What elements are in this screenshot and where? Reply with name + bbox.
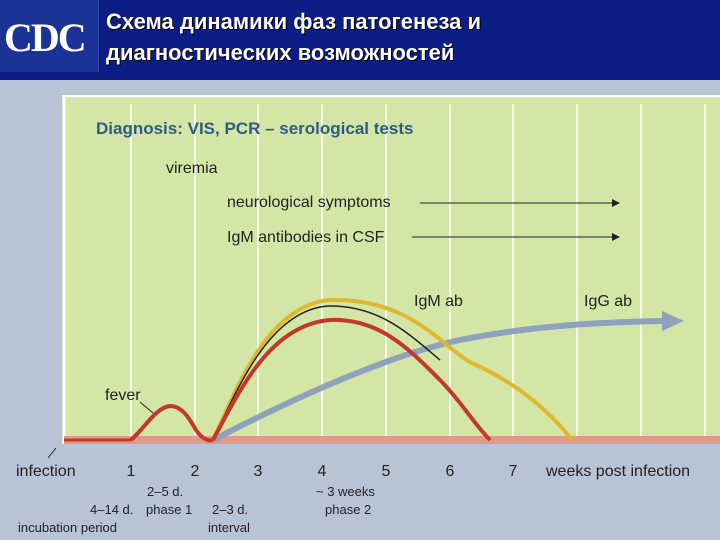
pathogenesis-diagram: Diagnosis: VIS, PCR – serological tests …: [16, 95, 720, 535]
interval-label: interval: [208, 520, 250, 535]
csf-label: IgM antibodies in CSF: [227, 229, 385, 246]
slide-header: CDC Схема динамики фаз патогенеза и диаг…: [0, 0, 720, 80]
phase1-label: phase 1: [146, 502, 192, 517]
incubation-range: 4–14 d.: [90, 502, 133, 517]
diagram-heading: Diagnosis: VIS, PCR – serological tests: [96, 119, 413, 138]
tick-label: 3: [254, 463, 263, 480]
logo-text: CDC: [4, 15, 87, 60]
tick-label: 2: [191, 463, 200, 480]
igm-inner-curve: [212, 305, 441, 441]
tick-label: 7: [509, 463, 518, 480]
tick-label: 1: [127, 463, 136, 480]
grid-lines: [130, 104, 706, 444]
phase2-range: ~ 3 weeks: [316, 484, 375, 499]
slide-title: Схема динамики фаз патогенеза и диагност…: [106, 6, 706, 68]
title-line-2: диагностических возможностей: [106, 40, 455, 65]
csf-arrowhead: [612, 233, 620, 241]
tick-label: 6: [446, 463, 455, 480]
incubation-label: incubation period: [18, 520, 117, 535]
title-line-1: Схема динамики фаз патогенеза и: [106, 9, 481, 34]
tick-label: 4: [318, 463, 327, 480]
neuro-label: neurological symptoms: [227, 194, 391, 211]
cdc-logo: CDC: [0, 0, 99, 72]
igm-curve: [211, 297, 574, 442]
phase1-range: 2–5 d.: [147, 484, 183, 499]
fever-pointer: [139, 401, 154, 414]
diagram-panel: [62, 96, 720, 444]
axis-unit-label: weeks post infection: [545, 463, 690, 480]
tick-label: 5: [382, 463, 391, 480]
neuro-arrowhead: [612, 199, 620, 207]
fever-label: fever: [105, 387, 141, 404]
viremia-curve: [211, 317, 492, 442]
igg-arrowhead: [662, 311, 684, 331]
baseline-bar: [64, 436, 720, 444]
igm-label: IgM ab: [414, 293, 463, 310]
igg-label: IgG ab: [584, 293, 632, 310]
interval-range: 2–3 d.: [212, 502, 248, 517]
viremia-label: viremia: [166, 160, 218, 177]
axis-origin-label: infection: [16, 463, 76, 480]
origin-pointer: [47, 447, 57, 459]
fever-curve: [129, 403, 214, 443]
igg-curve: [211, 318, 666, 443]
phase2-label: phase 2: [325, 502, 371, 517]
